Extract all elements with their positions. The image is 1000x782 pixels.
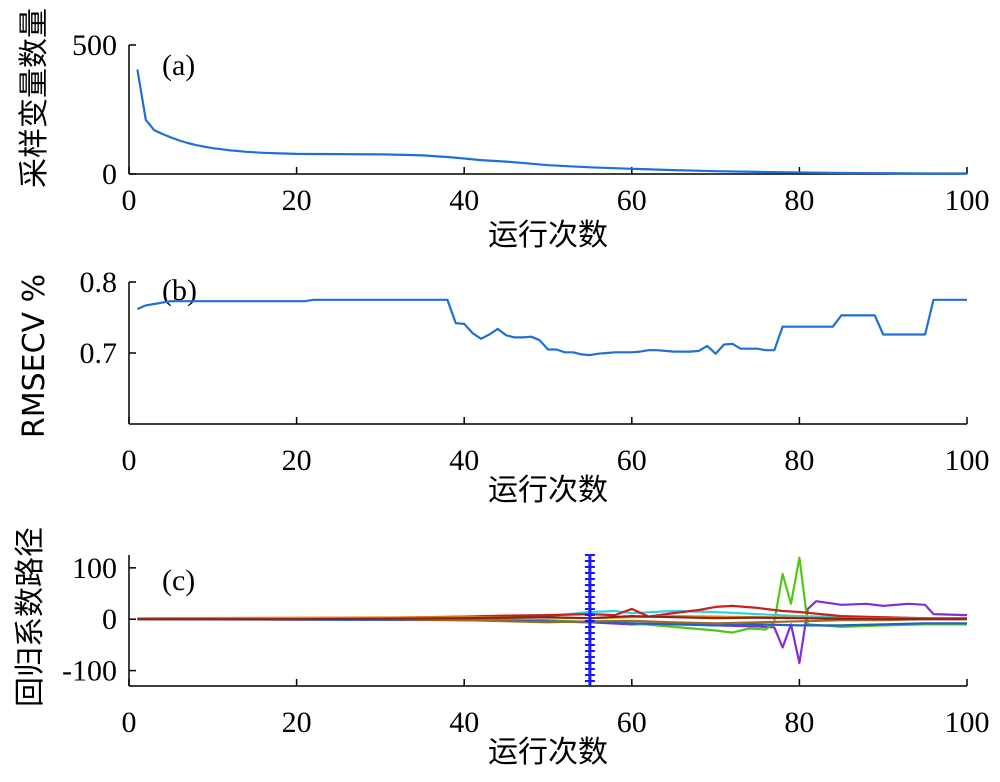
panel-b-y-label: RMSECV % xyxy=(17,274,52,438)
panel-c-x-tick-label: 100 xyxy=(945,706,990,739)
panel-b-y-tick-label: 0.8 xyxy=(80,266,118,299)
panel-c-series-4-line xyxy=(137,604,967,621)
panel-c-x-tick-label: 80 xyxy=(784,706,814,739)
panel-a-y-tick-label: 0 xyxy=(102,158,117,191)
panel-b-x-tick-label: 80 xyxy=(784,444,814,477)
panel-a-x-tick-label: 20 xyxy=(282,184,312,217)
panel-b-x-label: 运行次数 xyxy=(488,473,608,508)
panel-b-x-tick-label: 40 xyxy=(449,444,479,477)
panel-b-x-tick-label: 0 xyxy=(122,444,137,477)
panel-a-x-tick-label: 60 xyxy=(617,184,647,217)
panel-c-y-tick-label: -100 xyxy=(62,655,117,688)
panel-c-y-label: 回归系数路径 xyxy=(13,527,48,707)
panel-a-x-label: 运行次数 xyxy=(488,218,608,253)
panel-c-x-tick-label: 60 xyxy=(617,706,647,739)
panel-a: (a) 运行次数 采样变量数量 0 20 40 60 80 100 0 500 xyxy=(17,8,990,253)
panel-a-x-tick-label: 0 xyxy=(122,184,137,217)
panel-c-series-5-line xyxy=(137,617,967,625)
panel-a-x-tick-label: 100 xyxy=(945,184,990,217)
panel-b-x-tick-label: 20 xyxy=(282,444,312,477)
panel-a-series-0-line xyxy=(136,69,967,175)
panel-a-x-tick-label: 80 xyxy=(784,184,814,217)
panel-b-x-tick-label: 100 xyxy=(945,444,990,477)
panel-a-x-tick-label: 40 xyxy=(449,184,479,217)
panel-c-x-tick-label: 0 xyxy=(122,706,137,739)
panel-c-x-tick-label: 40 xyxy=(449,706,479,739)
panel-a-tag: (a) xyxy=(162,49,195,82)
panel-c-series-7-line xyxy=(137,614,967,621)
panel-c-y-tick-label: 100 xyxy=(72,552,117,585)
panel-a-y-tick-label: 500 xyxy=(72,29,117,62)
panel-b-y-tick-label: 0.7 xyxy=(80,337,118,370)
panel-b-x-tick-label: 60 xyxy=(617,444,647,477)
panel-c-tag: (c) xyxy=(162,564,195,597)
panel-c-x-tick-label: 20 xyxy=(282,706,312,739)
panel-c-y-tick-label: 0 xyxy=(102,603,117,636)
panel-c-x-label: 运行次数 xyxy=(488,735,608,770)
panel-a-y-label: 采样变量数量 xyxy=(17,8,52,188)
panel-b-series-0-line xyxy=(136,298,967,357)
